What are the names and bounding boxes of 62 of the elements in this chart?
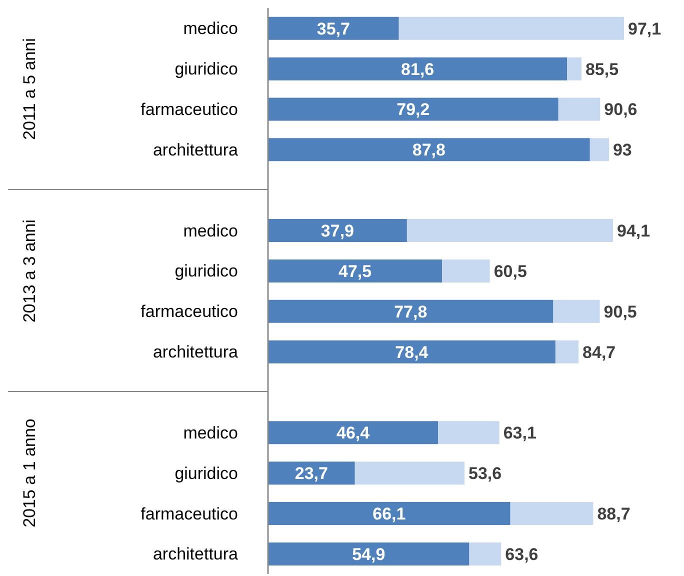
text: 2015 a 1 anno	[20, 418, 40, 528]
bar	[268, 421, 438, 444]
bar	[268, 219, 407, 242]
y-tick-label: architettura	[152, 342, 239, 362]
data-label: 81,6	[401, 60, 434, 79]
bar	[438, 421, 500, 444]
total-label: 63,1	[503, 424, 536, 443]
y-tick-label: medico	[183, 19, 238, 38]
bar	[469, 542, 502, 566]
bar	[555, 340, 579, 364]
bar	[590, 138, 609, 162]
text: 2011 a 5 anni	[20, 38, 40, 140]
bar	[268, 259, 442, 282]
bar	[268, 98, 558, 121]
bar	[553, 300, 600, 323]
data-label: 37,9	[320, 221, 354, 240]
y-tick-label: giuridico	[174, 464, 238, 483]
y-tick-label: giuridico	[174, 60, 238, 79]
bar	[268, 57, 568, 80]
y-tick-label: medico	[183, 423, 238, 442]
y-tick-label: medico	[183, 221, 238, 240]
total-label: 63,6	[505, 544, 538, 564]
total-label: 90,5	[604, 302, 637, 322]
total-label: 53,6	[468, 464, 502, 484]
bar	[268, 138, 590, 162]
total-label: 90,6	[604, 100, 638, 120]
y-tick-label: farmaceutico	[140, 504, 238, 524]
data-label: 54,9	[352, 544, 386, 564]
data-label: 79,2	[396, 100, 430, 120]
bar	[398, 16, 624, 40]
bar	[354, 462, 465, 485]
bar	[268, 340, 556, 364]
total-label: 88,7	[597, 504, 630, 524]
text: 2013 a 3 anni	[20, 219, 40, 322]
data-label: 66,1	[372, 504, 406, 524]
data-label: 46,4	[336, 424, 370, 443]
data-label: 47,5	[338, 262, 372, 281]
total-label: 97,1	[628, 19, 662, 38]
bar	[558, 98, 600, 121]
bar	[406, 219, 613, 242]
bar	[442, 259, 490, 282]
total-label: 84,7	[582, 342, 616, 362]
bar	[510, 502, 594, 526]
data-label: 87,8	[412, 140, 446, 160]
data-label: 35,7	[316, 19, 350, 38]
data-label: 77,8	[394, 302, 428, 322]
total-label: 93	[612, 140, 632, 160]
y-tick-label: architettura	[152, 544, 239, 564]
total-label: 85,5	[585, 60, 619, 79]
total-label: 94,1	[617, 221, 650, 240]
bar	[268, 16, 399, 40]
data-label: 23,7	[294, 464, 328, 484]
y-tick-label: farmaceutico	[140, 100, 238, 120]
data-label: 78,4	[395, 342, 429, 362]
y-tick-label: farmaceutico	[140, 302, 238, 322]
y-tick-label: architettura	[152, 140, 239, 160]
bar	[567, 57, 582, 80]
bar	[268, 542, 470, 566]
y-tick-label: giuridico	[174, 262, 238, 281]
bar	[268, 300, 554, 323]
total-label: 60,5	[494, 262, 527, 281]
bar	[268, 502, 510, 526]
